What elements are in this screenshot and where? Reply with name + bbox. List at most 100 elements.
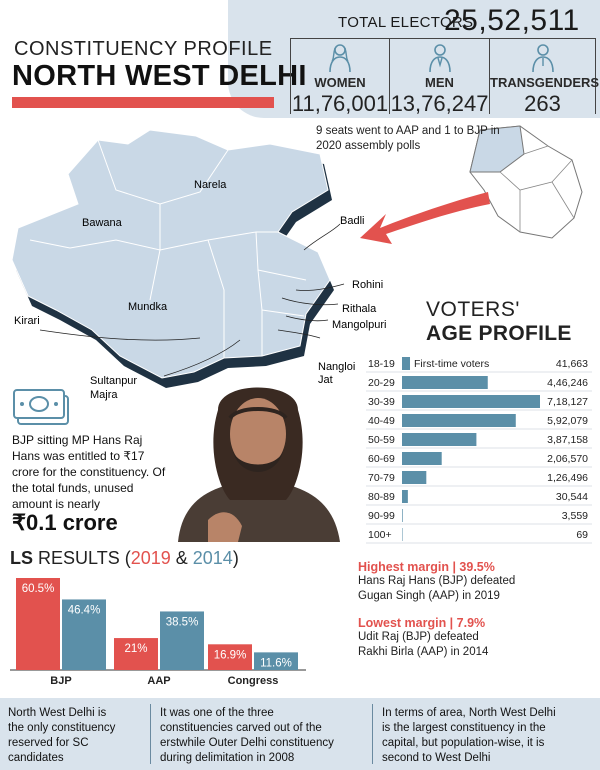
ls-title-rest: RESULTS (	[33, 548, 131, 568]
age-tick-label: 60-69	[368, 453, 395, 465]
constituency-shape	[11, 129, 334, 388]
age-value-label: 5,92,079	[547, 415, 588, 427]
total-electors-value: 25,52,511	[444, 4, 580, 37]
map-label-nangloi: Nangloi	[318, 361, 355, 373]
person-icon	[531, 44, 554, 73]
ls-value-label: 38.5%	[166, 616, 199, 628]
age-value-label: 69	[576, 529, 588, 541]
map-label-jat: Jat	[318, 374, 333, 386]
age-bar	[402, 357, 411, 370]
footer-fact-1-line: candidates	[8, 752, 64, 764]
ls-title-amp: &	[170, 548, 193, 568]
map-label-majra: Majra	[90, 389, 118, 401]
ls-bar-2019	[208, 644, 252, 670]
map-label-sultanpur: Sultanpur	[90, 375, 137, 387]
footer-fact-1-line: the only constituency	[8, 722, 116, 734]
age-value-label: 3,559	[562, 510, 588, 522]
man-icon	[428, 44, 451, 73]
footer-fact-1-line: North West Delhi is	[8, 707, 107, 719]
ls-bar-2014	[62, 599, 106, 670]
footer-fact-2-line: It was one of the three	[160, 707, 274, 719]
age-profile-heading-line2: AGE PROFILE	[426, 322, 572, 345]
first-time-voters-annotation: First-time voters	[414, 358, 489, 370]
footer-fact-3-line: capital, but population-wise, it is	[382, 737, 545, 749]
ls-value-label: 60.5%	[22, 583, 55, 595]
age-tick-label: 80-89	[368, 491, 395, 503]
highest-margin-heading: Highest margin | 39.5%	[358, 560, 495, 574]
ls-title-close: )	[232, 548, 239, 568]
age-bar	[402, 376, 488, 389]
ls-category-label: BJP	[50, 675, 71, 687]
total-electors-label: TOTAL ELECTORS	[338, 14, 474, 31]
map-label-badli: Badli	[340, 215, 364, 227]
age-tick-label: 20-29	[368, 377, 395, 389]
ls-results-title: LS RESULTS (2019 & 2014)	[10, 548, 239, 569]
age-bar	[402, 471, 427, 484]
stat-transgenders: TRANSGENDERS 263	[490, 38, 600, 116]
ls-results-chart: 60.5% 46.4% BJP 21% 38.5% AAP 16.9% 11.6% Congre…	[10, 578, 306, 687]
footer-fact-1-line: reserved for SC	[8, 737, 89, 749]
age-tick-label: 100+	[368, 529, 392, 541]
highest-margin-line1: Hans Raj Hans (BJP) defeated	[358, 575, 516, 587]
ls-value-label: 16.9%	[214, 649, 247, 661]
age-value-label: 3,87,158	[547, 434, 588, 446]
lowest-margin-heading: Lowest margin | 7.9%	[358, 616, 486, 630]
footer-panel	[0, 698, 600, 770]
stat-men: MEN 13,76,247	[390, 38, 490, 116]
age-profile-heading-line1: VOTERS'	[426, 298, 520, 321]
stat-women-value: 11,76,001	[291, 91, 389, 116]
ls-category-label: AAP	[147, 675, 170, 687]
age-bar	[402, 395, 540, 408]
margin-summary: Highest margin | 39.5% Hans Raj Hans (BJ…	[358, 560, 598, 660]
mp-portrait	[178, 387, 340, 542]
map-label-kirari: Kirari	[14, 315, 40, 327]
footer-fact-1: North West Delhi is the only constituenc…	[8, 706, 148, 766]
woman-icon	[329, 44, 351, 73]
age-bar	[402, 414, 516, 427]
footer-fact-3-line: is the largest constituency in the	[382, 722, 546, 734]
age-bar	[402, 490, 408, 503]
map-label-rithala: Rithala	[342, 303, 377, 315]
age-bar	[402, 528, 403, 541]
footer-fact-2-line: during delimitation in 2008	[160, 752, 295, 764]
ls-title-bold: LS	[10, 548, 34, 568]
ls-category-label: Congress	[228, 675, 279, 687]
highest-margin-line2: Gugan Singh (AAP) in 2019	[358, 590, 500, 602]
stat-men-value: 13,76,247	[390, 91, 489, 116]
footer-fact-3-line: second to West Delhi	[382, 752, 491, 764]
stat-women-label: WOMEN	[314, 75, 366, 90]
mp-unused-amount: ₹0.1 crore	[12, 510, 118, 535]
ls-value-label: 21%	[124, 643, 147, 655]
age-value-label: 4,46,246	[547, 377, 588, 389]
age-tick-label: 30-39	[368, 396, 395, 408]
map-label-rohini: Rohini	[352, 279, 383, 291]
map-label-mangolpuri: Mangolpuri	[332, 319, 386, 331]
map-label-narela: Narela	[194, 179, 227, 191]
page-kicker: CONSTITUENCY PROFILE	[14, 38, 273, 60]
footer-divider	[372, 704, 373, 764]
constituency-map: Narela Bawana Mundka Kirari Badli Rohini…	[11, 125, 583, 401]
footer-fact-2-line: erstwhile Outer Delhi constituency	[160, 737, 334, 749]
age-value-label: 7,18,127	[547, 396, 588, 408]
map-label-bawana: Bawana	[82, 217, 123, 229]
age-bar	[402, 509, 403, 522]
age-bar	[402, 433, 477, 446]
age-tick-label: 18-19	[368, 358, 395, 370]
stat-men-label: MEN	[425, 75, 454, 90]
ls-bar-2014	[254, 652, 298, 670]
stat-transgenders-value: 263	[524, 91, 561, 116]
footer-fact-2: It was one of the three constituencies c…	[160, 706, 370, 766]
age-value-label: 2,06,570	[547, 453, 588, 465]
age-value-label: 41,663	[556, 358, 588, 370]
stat-transgenders-label: TRANSGENDERS	[490, 75, 600, 90]
footer-fact-2-line: constituencies carved out of the	[160, 722, 322, 734]
ls-title-year2: 2014	[192, 548, 233, 568]
ls-value-label: 46.4%	[68, 604, 101, 616]
age-tick-label: 70-79	[368, 472, 395, 484]
ls-bar-2014	[160, 611, 204, 670]
money-icon	[13, 389, 69, 425]
age-bar	[402, 452, 442, 465]
lowest-margin-line2: Rakhi Birla (AAP) in 2014	[358, 646, 489, 658]
footer-fact-3: In terms of area, North West Delhi is th…	[382, 706, 594, 766]
footer-fact-3-line: In terms of area, North West Delhi	[382, 707, 556, 719]
